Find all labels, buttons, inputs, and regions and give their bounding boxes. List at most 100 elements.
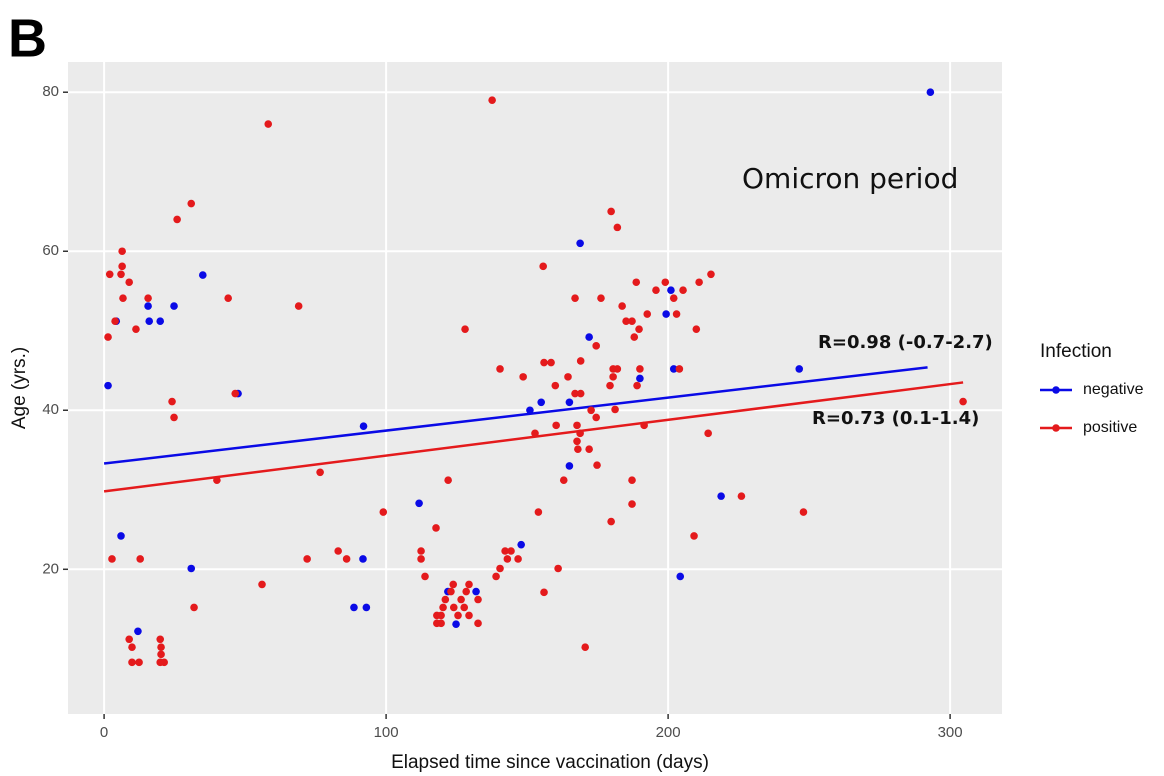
- point: [359, 555, 367, 563]
- point: [136, 555, 144, 563]
- point: [160, 658, 168, 667]
- point: [635, 325, 643, 333]
- point: [618, 302, 626, 310]
- point: [679, 286, 687, 295]
- legend-label: positive: [1083, 419, 1137, 436]
- point: [492, 572, 500, 581]
- y-axis-title: Age (yrs.): [9, 347, 30, 429]
- point: [737, 492, 746, 500]
- point: [576, 389, 585, 398]
- point: [437, 611, 445, 620]
- point: [303, 555, 311, 563]
- point: [334, 547, 342, 555]
- point: [926, 88, 935, 97]
- point: [474, 595, 482, 604]
- point: [597, 294, 605, 302]
- point: [415, 499, 423, 508]
- point: [117, 532, 125, 540]
- point: [587, 406, 595, 415]
- point: [717, 492, 725, 500]
- point: [474, 619, 482, 628]
- x-tick-label: 200: [656, 724, 681, 741]
- point: [157, 650, 165, 659]
- point: [534, 508, 543, 516]
- point: [104, 333, 112, 341]
- point: [501, 547, 509, 555]
- point: [264, 120, 273, 128]
- point: [125, 635, 133, 644]
- point: [441, 595, 450, 604]
- point: [439, 603, 447, 612]
- y-tick-label: 80: [42, 83, 59, 100]
- point: [417, 547, 425, 555]
- point: [564, 373, 572, 381]
- panel-background: [68, 62, 1002, 714]
- point: [134, 627, 142, 636]
- point: [437, 619, 445, 628]
- point: [105, 270, 114, 279]
- point: [795, 365, 804, 373]
- point: [111, 317, 119, 326]
- point: [581, 643, 589, 652]
- point: [573, 421, 581, 430]
- point: [168, 397, 176, 406]
- marks: [103, 88, 967, 667]
- point: [574, 445, 582, 454]
- fit-line: [103, 381, 964, 493]
- point: [606, 381, 614, 390]
- point: [652, 286, 660, 295]
- point: [573, 437, 581, 446]
- point: [526, 406, 534, 415]
- point: [379, 508, 388, 516]
- point: [104, 381, 112, 390]
- point: [198, 271, 207, 279]
- point: [465, 611, 473, 620]
- point: [135, 658, 143, 667]
- point: [173, 215, 181, 224]
- point: [593, 461, 601, 469]
- point: [628, 500, 636, 508]
- point: [676, 572, 685, 581]
- point: [108, 555, 116, 563]
- point: [571, 389, 579, 398]
- point: [417, 555, 425, 563]
- point: [585, 333, 593, 341]
- point: [156, 635, 165, 644]
- point: [540, 358, 548, 367]
- point: [633, 381, 641, 390]
- point: [447, 587, 455, 596]
- point: [449, 580, 458, 589]
- point: [592, 413, 600, 422]
- point: [672, 310, 681, 318]
- point: [565, 462, 574, 470]
- point: [444, 476, 452, 485]
- point: [128, 658, 136, 667]
- point: [704, 429, 712, 438]
- point: [496, 365, 504, 373]
- x-axis-title: Elapsed time since vaccination (days): [391, 752, 709, 773]
- point: [559, 476, 568, 485]
- x-tick-label: 0: [100, 724, 108, 741]
- grid: [68, 62, 1002, 714]
- x-tick-label: 100: [374, 724, 399, 741]
- point: [507, 547, 515, 555]
- point: [125, 278, 133, 287]
- point: [607, 207, 615, 216]
- point: [667, 286, 675, 295]
- point: [170, 302, 178, 310]
- point: [119, 294, 127, 302]
- point: [707, 270, 715, 279]
- point: [128, 643, 136, 652]
- point: [190, 603, 198, 612]
- point: [959, 397, 967, 406]
- point: [675, 365, 684, 373]
- point: [432, 524, 440, 532]
- fit-label: R=0.98 (-0.7-2.7): [818, 332, 993, 353]
- point: [554, 564, 562, 573]
- point: [118, 247, 126, 256]
- point: [156, 317, 165, 326]
- point: [362, 603, 371, 612]
- point: [551, 381, 560, 390]
- point: [316, 468, 324, 477]
- point: [636, 365, 644, 373]
